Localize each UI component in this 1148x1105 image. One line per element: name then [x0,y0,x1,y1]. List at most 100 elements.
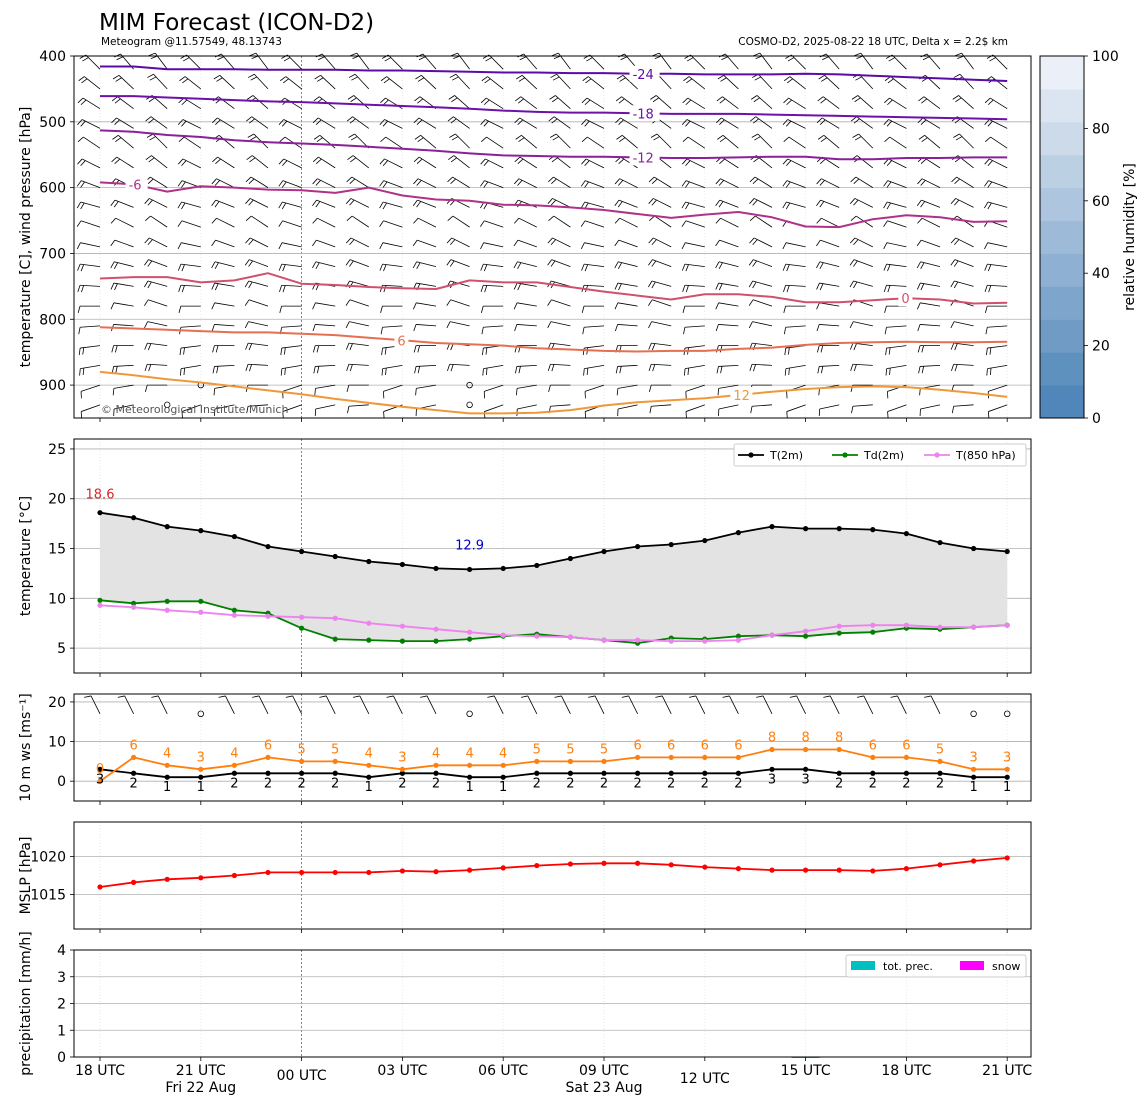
mean-wind-point [97,766,103,772]
wind-barb-flag [719,137,727,143]
wind-barb-flag [147,281,152,289]
wind-barb-flag [177,242,182,250]
wind-barb [115,217,134,228]
wind-barb-flag [552,76,560,81]
surface-wind-barb [225,695,235,714]
wind-barb [249,259,269,267]
wind-barb-flag [951,176,957,183]
wind-barb-flag [447,116,454,122]
gust-point [433,762,439,768]
wind-barb-flag [651,199,657,206]
wind-barb-flag [110,239,116,247]
wind-barb [386,76,403,90]
wind-barb-flag [415,388,417,396]
wind-barb-flag [250,136,257,141]
wind-barb [452,176,470,188]
wind-barb-flag [917,324,921,332]
wind-barb-flag [514,156,521,163]
wind-barb-flag [984,180,989,187]
wind-barb-flag [414,96,421,102]
x-tick-label: 03 UTC [377,1063,427,1079]
wind-barb-flag [144,280,149,288]
wind-barb-flag [818,388,820,396]
mslp-point [332,869,338,876]
wind-barb [80,220,101,228]
mslp-point [467,867,473,873]
wind-barb-flag [417,98,424,104]
surface-wind-barb-flag [554,695,562,698]
mslp-point [870,868,876,874]
wind-barb-flag [517,262,522,269]
wind-barb-flag [315,158,322,165]
wind-barb [752,299,773,307]
wind-barb-flag [483,181,489,188]
wind-barb [656,133,672,149]
mean-wind-value: 2 [600,776,608,791]
mean-wind-point [265,770,271,776]
wind-barb-flag [144,259,149,266]
temp-ytick-label: 20 [48,492,66,508]
wind-barb [721,117,739,129]
wind-barb-flag [480,242,485,250]
upper-ytick-label: 500 [39,115,66,131]
wind-barb-flag [281,120,288,127]
wind-barb-flag [179,348,182,356]
series-point-td2m [803,633,809,639]
wind-barb [484,404,504,412]
wind-barb-flag [782,158,789,165]
wind-barb-flag [349,239,355,246]
series-point-t850 [500,632,506,638]
series-point-td2m [870,629,876,635]
mean-wind-line [99,768,1008,779]
wind-barb-flag [817,96,824,102]
wind-barb-flag [111,345,114,353]
wind-barb [485,158,504,169]
wind-barb-flag [181,120,187,127]
wind-barb-flag [112,135,119,140]
wind-barb [921,217,941,228]
wind-barb-flag [750,406,753,414]
calm-wind-marker [1004,710,1011,718]
wind-barb [550,321,571,327]
mslp-point [97,884,103,890]
wind-barb-flag [752,199,758,206]
series-line-td2m [99,599,1008,644]
series-point-t850 [769,632,775,638]
wind-barb-flag [214,283,219,291]
wind-barb-flag [886,202,891,210]
gust-value: 4 [465,746,473,761]
mean-wind-point [870,770,876,776]
wind-barb [753,259,773,267]
wind-barb-flag [586,368,589,376]
series-point-td2m [231,607,237,613]
wind-barb-flag [412,261,417,269]
mslp-point [903,866,910,872]
wind-barb-flag [214,201,220,208]
wind-barb-flag [987,264,992,272]
wind-barb [354,74,370,90]
wind-barb-flag [346,176,353,183]
wind-barb [856,116,874,129]
wind-barb [483,242,504,248]
wind-barb [484,220,504,228]
wind-barb-flag [147,343,152,351]
wind-barb-flag [920,180,926,186]
wind-barb-flag [886,120,893,127]
wind-barb-flag [144,237,150,244]
wind-barb [786,404,806,412]
wind-barb-flag [351,76,358,81]
wind-barb-flag [749,364,753,372]
gust-value: 5 [297,742,305,757]
wind-barb [315,302,336,307]
series-point-t2m [231,533,237,540]
wind-barb-flag [916,199,922,207]
gust-value: 6 [129,738,137,753]
isotherm-label: 6 [397,334,405,349]
series-line-t2m [99,511,1008,571]
wind-barb-flag [279,285,283,293]
wind-barb-flag [446,259,452,266]
wind-barb [484,384,504,392]
wind-barb-flag [649,406,652,414]
